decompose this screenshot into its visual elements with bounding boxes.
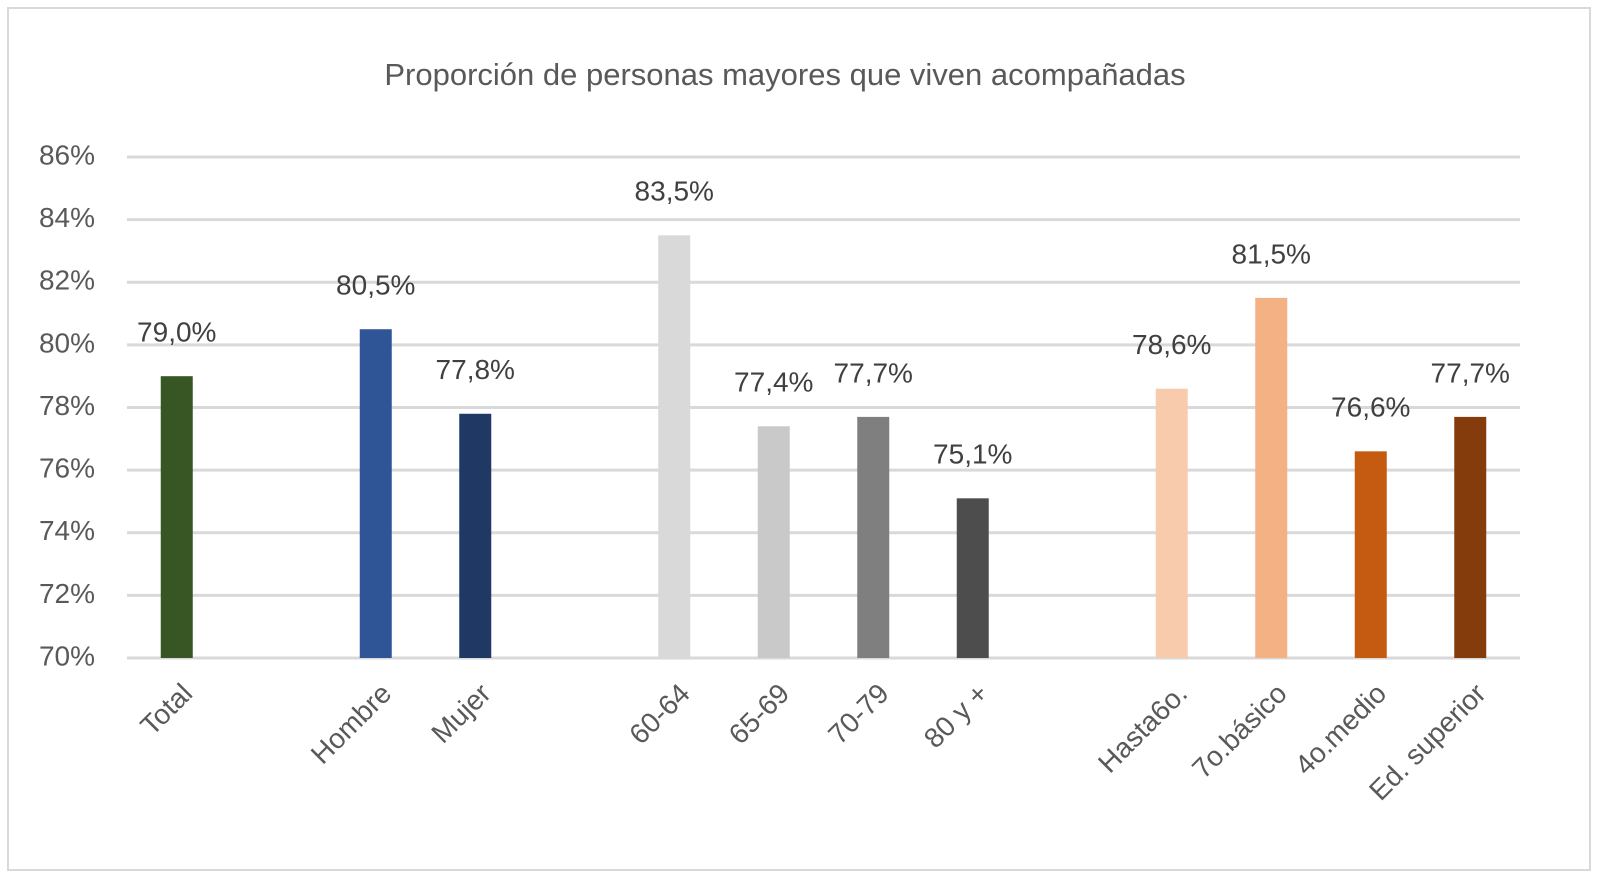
chart-border xyxy=(7,7,1591,871)
value-label: 77,4% xyxy=(734,367,813,398)
y-tick-label: 82% xyxy=(39,265,95,296)
bar xyxy=(1255,297,1288,658)
y-tick-label: 70% xyxy=(39,640,95,671)
value-label: 78,6% xyxy=(1132,329,1211,360)
bar xyxy=(857,416,890,658)
value-label: 76,6% xyxy=(1331,392,1410,423)
bar xyxy=(658,235,691,658)
y-tick-label: 84% xyxy=(39,202,95,233)
bar xyxy=(160,376,193,658)
bar xyxy=(1155,388,1188,658)
value-label: 77,7% xyxy=(1431,357,1510,388)
bar xyxy=(359,329,392,658)
y-tick-label: 86% xyxy=(39,139,95,170)
y-tick-label: 74% xyxy=(39,515,95,546)
bar xyxy=(1454,416,1487,658)
bar xyxy=(757,426,790,658)
bar xyxy=(956,498,989,658)
y-tick-label: 80% xyxy=(39,327,95,358)
y-tick-label: 72% xyxy=(39,578,95,609)
chart-title: Proporción de personas mayores que viven… xyxy=(384,57,1185,92)
value-label: 81,5% xyxy=(1232,238,1311,269)
y-tick-label: 76% xyxy=(39,453,95,484)
value-label: 83,5% xyxy=(635,176,714,207)
value-label: 77,7% xyxy=(834,357,913,388)
bar xyxy=(459,413,492,658)
value-label: 77,8% xyxy=(436,354,515,385)
y-tick-label: 78% xyxy=(39,390,95,421)
bar xyxy=(1354,451,1387,658)
value-label: 79,0% xyxy=(137,317,216,348)
value-label: 80,5% xyxy=(336,270,415,301)
value-label: 75,1% xyxy=(933,439,1012,470)
